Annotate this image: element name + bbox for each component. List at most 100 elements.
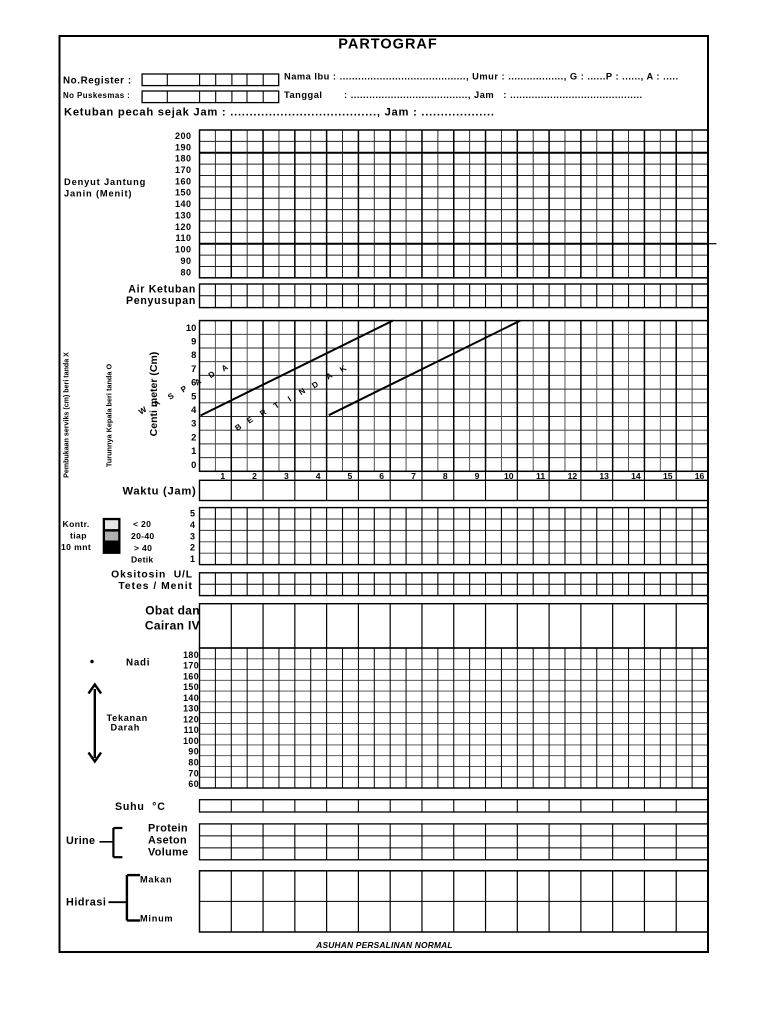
svg-text:190: 190 [175, 142, 192, 152]
svg-text:A: A [193, 377, 203, 388]
svg-text:180: 180 [183, 650, 199, 660]
svg-text:A: A [220, 363, 230, 374]
svg-text:S: S [166, 391, 176, 402]
svg-text:12: 12 [568, 471, 578, 481]
svg-text:P: P [179, 384, 189, 395]
svg-text:7: 7 [191, 363, 196, 374]
svg-text:80: 80 [180, 267, 191, 277]
svg-text:Ketuban pecah sejak Jam : ....: Ketuban pecah sejak Jam : ..............… [64, 106, 495, 118]
svg-text:B: B [233, 422, 243, 433]
svg-text:80: 80 [188, 757, 199, 767]
svg-text:< 20: < 20 [133, 519, 151, 529]
svg-text:Suhu °C: Suhu °C [115, 801, 166, 813]
svg-text:Kontr.: Kontr. [63, 519, 90, 529]
svg-text:10: 10 [504, 471, 514, 481]
svg-text:180: 180 [175, 154, 192, 164]
svg-text:15: 15 [663, 471, 673, 481]
svg-text:110: 110 [175, 233, 191, 243]
svg-text:A: A [152, 398, 162, 409]
svg-text:Nadi: Nadi [126, 657, 150, 668]
svg-text:Hidrasi: Hidrasi [66, 896, 106, 908]
svg-text:2: 2 [190, 543, 195, 553]
svg-text:3: 3 [284, 471, 289, 481]
svg-text:Makan: Makan [140, 874, 172, 884]
svg-text:0: 0 [191, 459, 196, 470]
svg-text:Penyusupan: Penyusupan [126, 295, 196, 307]
svg-text:2: 2 [252, 471, 257, 481]
svg-text:A: A [324, 371, 334, 382]
svg-text:Tetes / Menit: Tetes / Menit [118, 581, 193, 592]
svg-text:K: K [338, 363, 348, 374]
svg-text:Turunnya Kepala beri tanda O: Turunnya Kepala beri tanda O [105, 364, 114, 468]
svg-text:D: D [207, 369, 217, 380]
svg-text:Darah: Darah [111, 723, 141, 733]
svg-text:4: 4 [190, 520, 195, 530]
svg-text:4: 4 [191, 404, 197, 415]
svg-text:Urine: Urine [66, 835, 95, 847]
svg-text:Tekanan: Tekanan [107, 713, 149, 723]
svg-text:150: 150 [175, 188, 192, 198]
svg-text:Pembukaan serviks (cm) beri ta: Pembukaan serviks (cm) beri tanda X [63, 352, 71, 478]
svg-text:W: W [137, 405, 149, 417]
svg-text:100: 100 [183, 736, 199, 746]
svg-text:Air Ketuban: Air Ketuban [128, 283, 196, 295]
svg-text:Waktu (Jam): Waktu (Jam) [122, 486, 196, 498]
svg-text:Protein: Protein [148, 822, 188, 834]
svg-text:5: 5 [191, 390, 196, 401]
svg-text:100: 100 [175, 245, 192, 255]
svg-text:Oksitosin U/L: Oksitosin U/L [111, 570, 193, 581]
svg-text:5: 5 [348, 471, 353, 481]
svg-text:140: 140 [183, 693, 199, 703]
svg-text:14: 14 [631, 471, 641, 481]
svg-text:130: 130 [183, 704, 199, 714]
svg-text:T: T [272, 400, 281, 410]
svg-text:No Puskesmas :: No Puskesmas : [63, 91, 130, 100]
svg-text:1: 1 [191, 445, 196, 456]
svg-text:E: E [245, 415, 255, 426]
svg-text:Denyut Jantung: Denyut Jantung [64, 177, 146, 187]
svg-text:170: 170 [183, 661, 199, 671]
svg-text:9: 9 [191, 335, 196, 346]
svg-text:ASUHAN PERSALINAN NORMAL: ASUHAN PERSALINAN NORMAL [315, 940, 452, 950]
svg-text:Janin (Menit): Janin (Menit) [64, 189, 132, 199]
svg-text:Obat dan: Obat dan [145, 604, 200, 618]
svg-text:160: 160 [175, 176, 192, 186]
svg-text:Nama Ibu : ...................: Nama Ibu : .............................… [284, 72, 679, 82]
svg-text:150: 150 [183, 682, 199, 692]
svg-text:16: 16 [695, 471, 705, 481]
svg-text:6: 6 [191, 377, 196, 388]
svg-text:4: 4 [316, 471, 321, 481]
svg-text:13: 13 [599, 471, 609, 481]
svg-text:8: 8 [443, 471, 448, 481]
svg-text:90: 90 [188, 747, 199, 757]
svg-text:tiap: tiap [70, 531, 87, 541]
svg-text:R: R [258, 407, 268, 418]
svg-text:1: 1 [190, 554, 195, 564]
svg-text:D: D [310, 380, 320, 391]
svg-text:6: 6 [379, 471, 384, 481]
svg-text:8: 8 [191, 349, 196, 360]
svg-text:120: 120 [183, 714, 199, 724]
svg-text:Cairan IV: Cairan IV [145, 619, 200, 633]
svg-text:120: 120 [175, 222, 192, 232]
svg-text:10: 10 [186, 322, 196, 333]
svg-text:> 40: > 40 [134, 543, 152, 553]
svg-text:Volume: Volume [148, 847, 189, 859]
svg-text:140: 140 [175, 199, 192, 209]
svg-text:9: 9 [475, 471, 480, 481]
svg-text:Aseton: Aseton [148, 835, 187, 847]
svg-text:3: 3 [191, 418, 196, 429]
svg-text:Tanggal : ..............: Tanggal : ..............................… [284, 90, 643, 100]
svg-text:110: 110 [184, 725, 199, 735]
svg-text:No.Register :: No.Register : [63, 76, 132, 87]
svg-text:3: 3 [190, 531, 195, 541]
svg-text:Detik: Detik [131, 554, 154, 564]
svg-text:130: 130 [175, 210, 192, 220]
svg-text:60: 60 [188, 779, 199, 789]
svg-text:90: 90 [180, 256, 191, 266]
svg-text:7: 7 [411, 471, 416, 481]
svg-text:160: 160 [183, 671, 199, 681]
svg-text:Minum: Minum [140, 913, 173, 923]
svg-text:1: 1 [220, 471, 225, 481]
svg-text:N: N [297, 386, 307, 397]
